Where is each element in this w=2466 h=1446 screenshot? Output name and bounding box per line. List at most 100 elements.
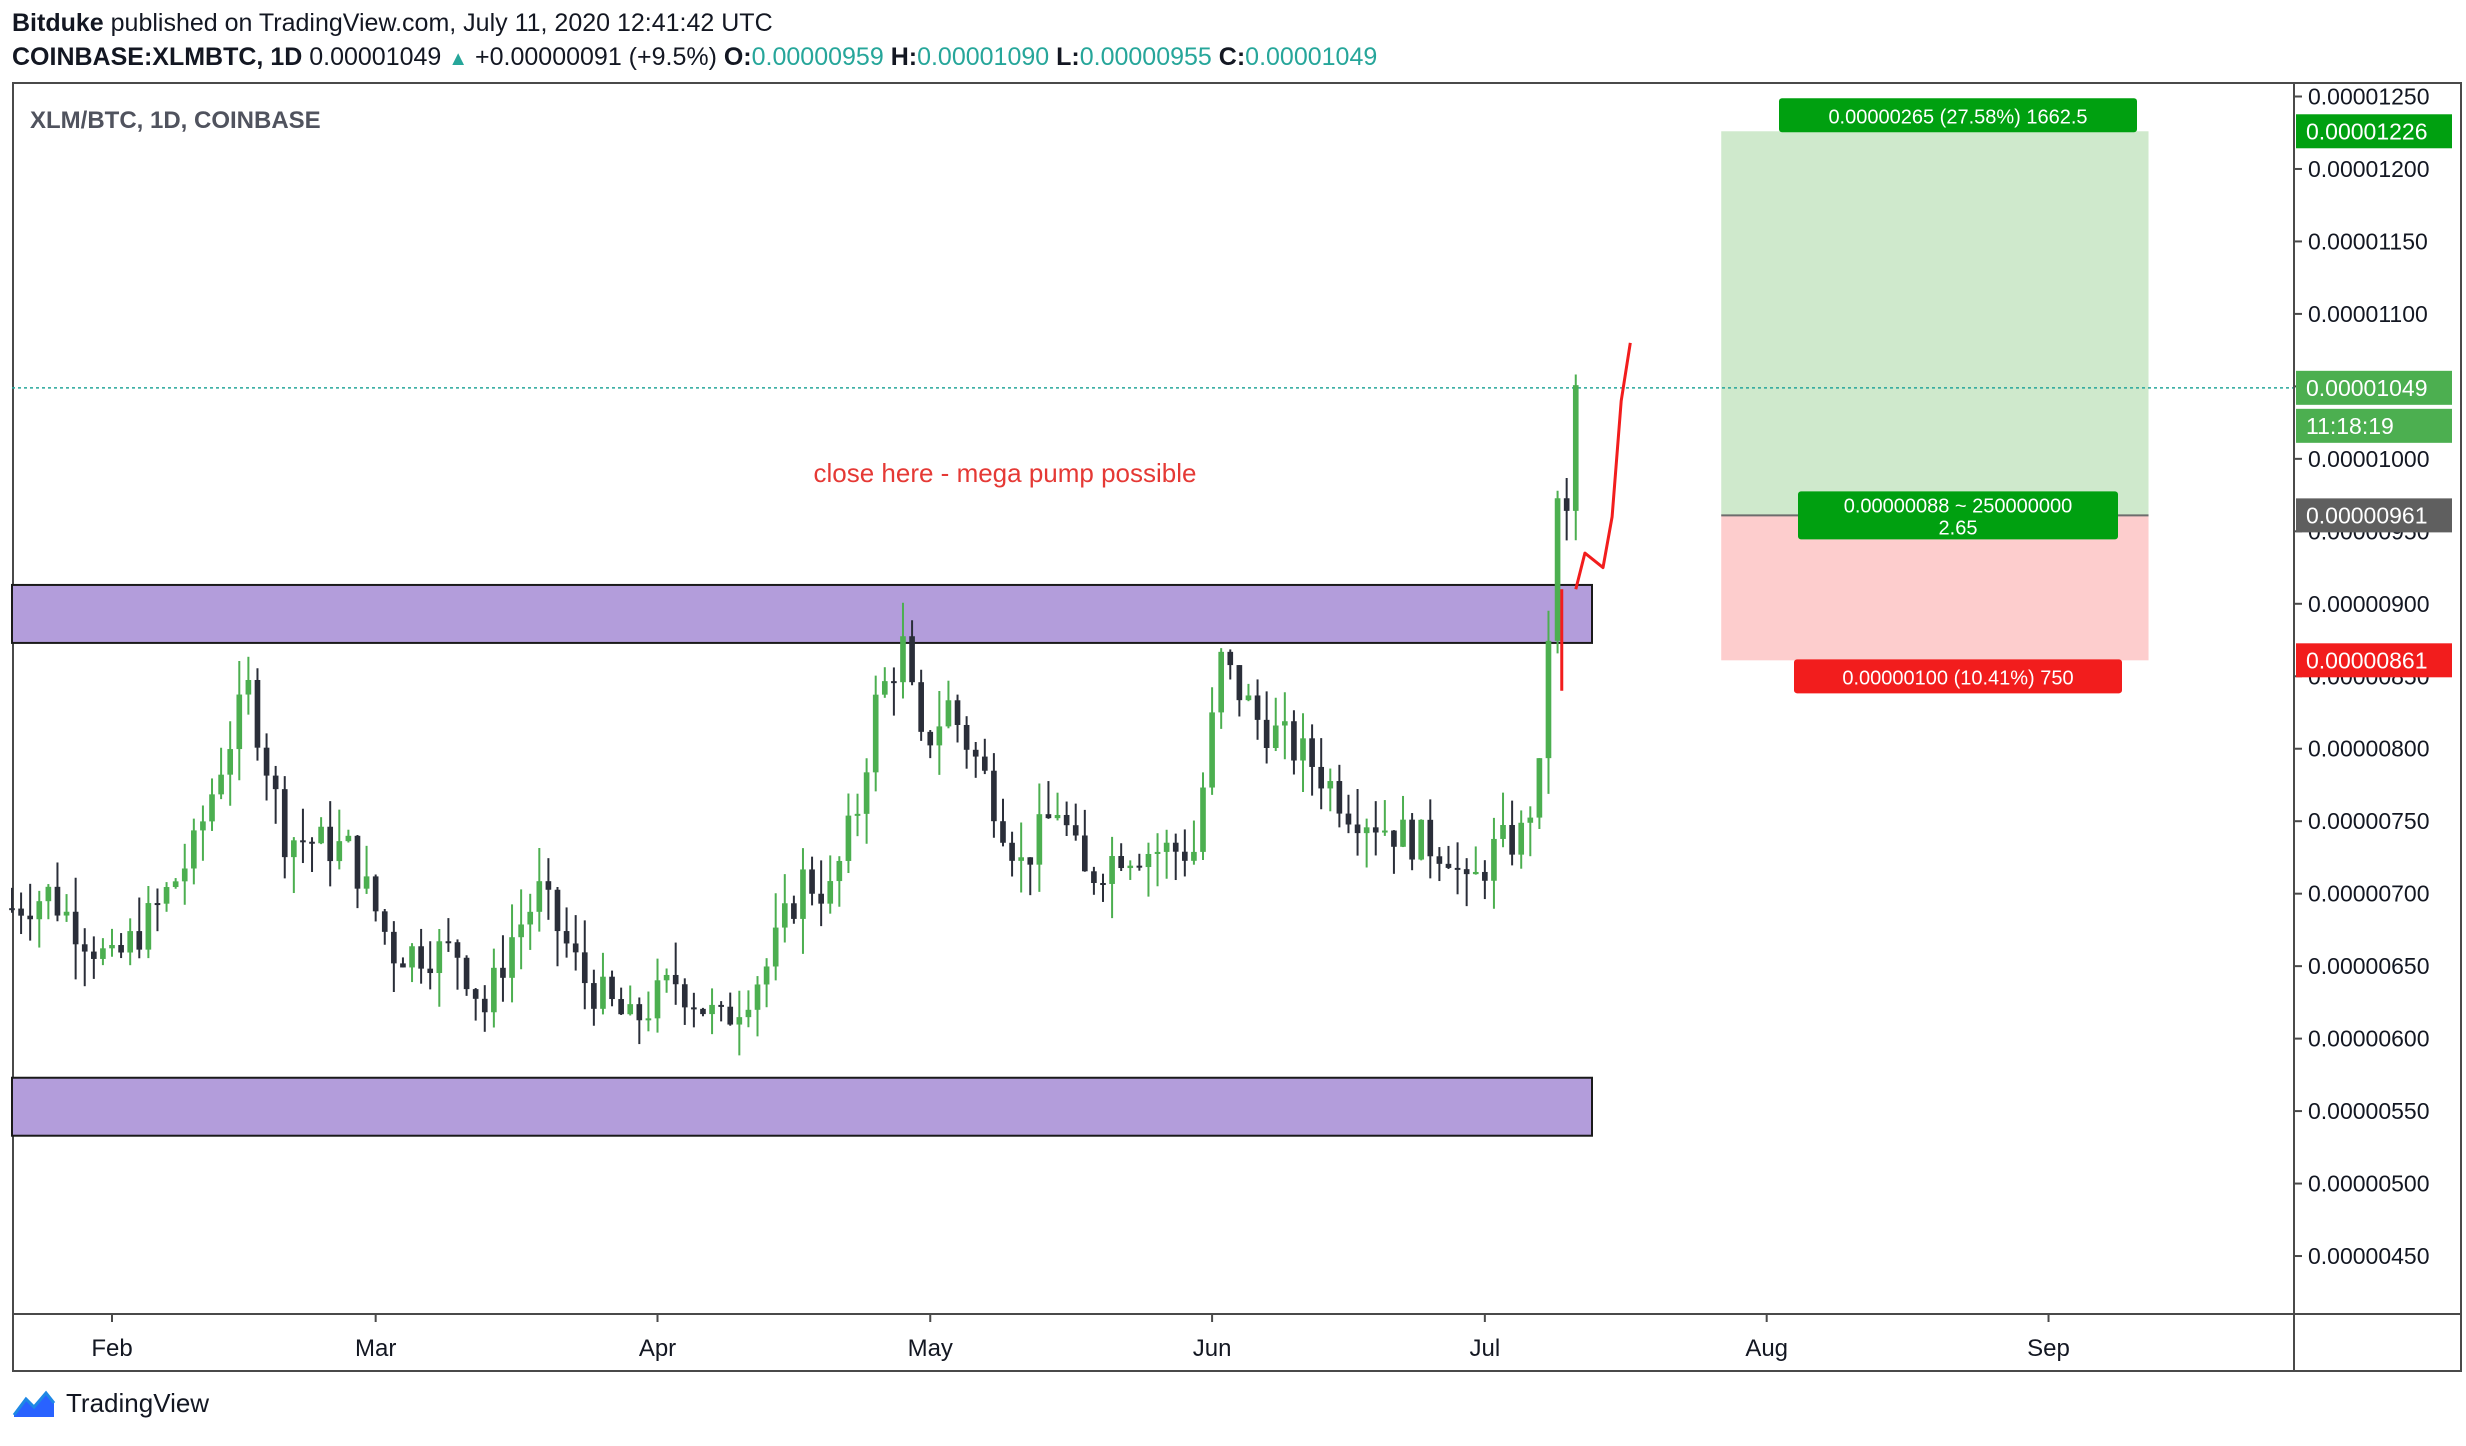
candle-body — [854, 813, 861, 816]
stop-label-text: 0.00000100 (10.41%) 750 — [1842, 667, 2073, 689]
candle-body — [945, 700, 952, 727]
candle-body — [509, 937, 515, 978]
candle-body — [136, 931, 143, 950]
open-value: 0.00000959 — [751, 43, 884, 71]
candle-body — [318, 826, 324, 844]
candle-body — [1154, 851, 1161, 854]
candle-body — [809, 869, 815, 894]
candle-body — [1254, 695, 1261, 720]
candle-body — [191, 830, 197, 869]
candle-body — [709, 1004, 715, 1015]
legend-title: XLM/BTC, 1D, COINBASE — [30, 107, 321, 134]
candle-body — [654, 980, 661, 1019]
candle-body — [791, 903, 797, 919]
candle-body — [1054, 814, 1061, 819]
candle-body — [300, 840, 306, 843]
entry-label-text: 2.65 — [1939, 517, 1978, 539]
candle-body — [863, 772, 870, 814]
candle-body — [1100, 883, 1106, 886]
candle-body — [1300, 738, 1306, 761]
entry-label-box — [1798, 491, 2118, 540]
author-name[interactable]: Bitduke — [12, 9, 104, 37]
candle-body — [1354, 824, 1361, 834]
price-tick-label: 0.00000650 — [2308, 953, 2430, 979]
candle-body — [1472, 871, 1479, 875]
candle-body — [1427, 819, 1434, 857]
candle-body — [1291, 721, 1297, 761]
candle-body — [1336, 781, 1343, 814]
footer-brand[interactable]: TradingView — [66, 1388, 210, 1418]
candle-body — [327, 826, 334, 862]
candle-body — [545, 881, 552, 890]
candle-body — [109, 945, 115, 949]
candle-body — [1345, 813, 1352, 825]
candle-body — [727, 1006, 734, 1025]
candle-body — [672, 974, 679, 985]
price-tick-label: 0.00001250 — [2308, 83, 2430, 109]
candle-body — [627, 1004, 634, 1015]
axes — [12, 82, 2462, 1372]
candle-body — [91, 951, 97, 959]
candle-body — [1091, 871, 1097, 884]
candle-body — [763, 966, 770, 985]
candle-body — [1309, 738, 1315, 767]
price-chart[interactable]: 0.00001250 0.00001200 0.00001150 0.00001100… — [0, 0, 2466, 1380]
publish-info: Bitduke published on TradingView.com, Ju… — [12, 8, 773, 38]
candle-body — [1554, 498, 1561, 641]
candle-body — [972, 749, 979, 757]
candle-body — [1518, 822, 1525, 855]
candle-body — [981, 756, 988, 771]
candle-body — [781, 903, 788, 928]
entry-price-tag-text: 0.00000961 — [2306, 502, 2428, 528]
candle-body — [100, 948, 106, 959]
candle-body — [1454, 867, 1461, 870]
candle-body — [236, 694, 243, 750]
candle-body — [536, 881, 543, 912]
candle-body — [936, 726, 943, 746]
low-value: 0.00000955 — [1079, 43, 1212, 71]
candle-body — [745, 1009, 752, 1018]
candle-body — [245, 679, 252, 695]
target-label-box — [1779, 98, 2137, 133]
candle-body — [1227, 651, 1234, 666]
candle-body — [881, 681, 888, 695]
candle-body — [663, 974, 670, 981]
candle-body — [181, 868, 188, 882]
price-tick-label: 0.00001100 — [2308, 301, 2428, 327]
candle-body — [700, 1008, 706, 1015]
projection-drawing — [1560, 342, 1632, 691]
candle-body — [454, 942, 461, 958]
candle-body — [1127, 865, 1134, 869]
candle-body — [463, 957, 470, 990]
countdown-tag-bg — [2296, 408, 2452, 443]
high-value: 0.00001090 — [917, 43, 1050, 71]
candle-body — [281, 789, 288, 858]
tradingview-logo-icon[interactable] — [12, 1389, 56, 1419]
candle-body — [909, 636, 915, 683]
countdown-tag-text: 11:18:19 — [2306, 413, 2394, 439]
candle-body — [1081, 835, 1088, 872]
annotation-text[interactable]: close here - mega pump possible — [814, 458, 1197, 488]
time-tick-label: Jun — [1193, 1335, 1232, 1362]
candle-body — [681, 984, 688, 1008]
candle-body — [736, 1017, 743, 1025]
candle-body — [600, 976, 606, 1009]
price-tick-label: 0.00000750 — [2308, 808, 2430, 834]
candle-body — [363, 876, 370, 889]
candle-body — [154, 903, 161, 906]
candle-body — [1491, 838, 1497, 881]
candle-body — [436, 941, 443, 974]
candle-body — [172, 881, 179, 888]
zone-rect-1 — [11, 1076, 1593, 1137]
candle-body — [1372, 827, 1379, 833]
candle-body — [1436, 856, 1443, 864]
target-zone — [1721, 131, 2149, 516]
chart-frame[interactable] — [12, 82, 2462, 1372]
time-tick-label: Mar — [355, 1335, 396, 1362]
candle-body — [691, 1007, 697, 1010]
candle-body — [572, 943, 579, 953]
stop-zone — [1721, 515, 2149, 661]
candle-body — [918, 682, 924, 732]
candle-body — [1109, 856, 1115, 884]
candle-body — [1163, 842, 1170, 852]
